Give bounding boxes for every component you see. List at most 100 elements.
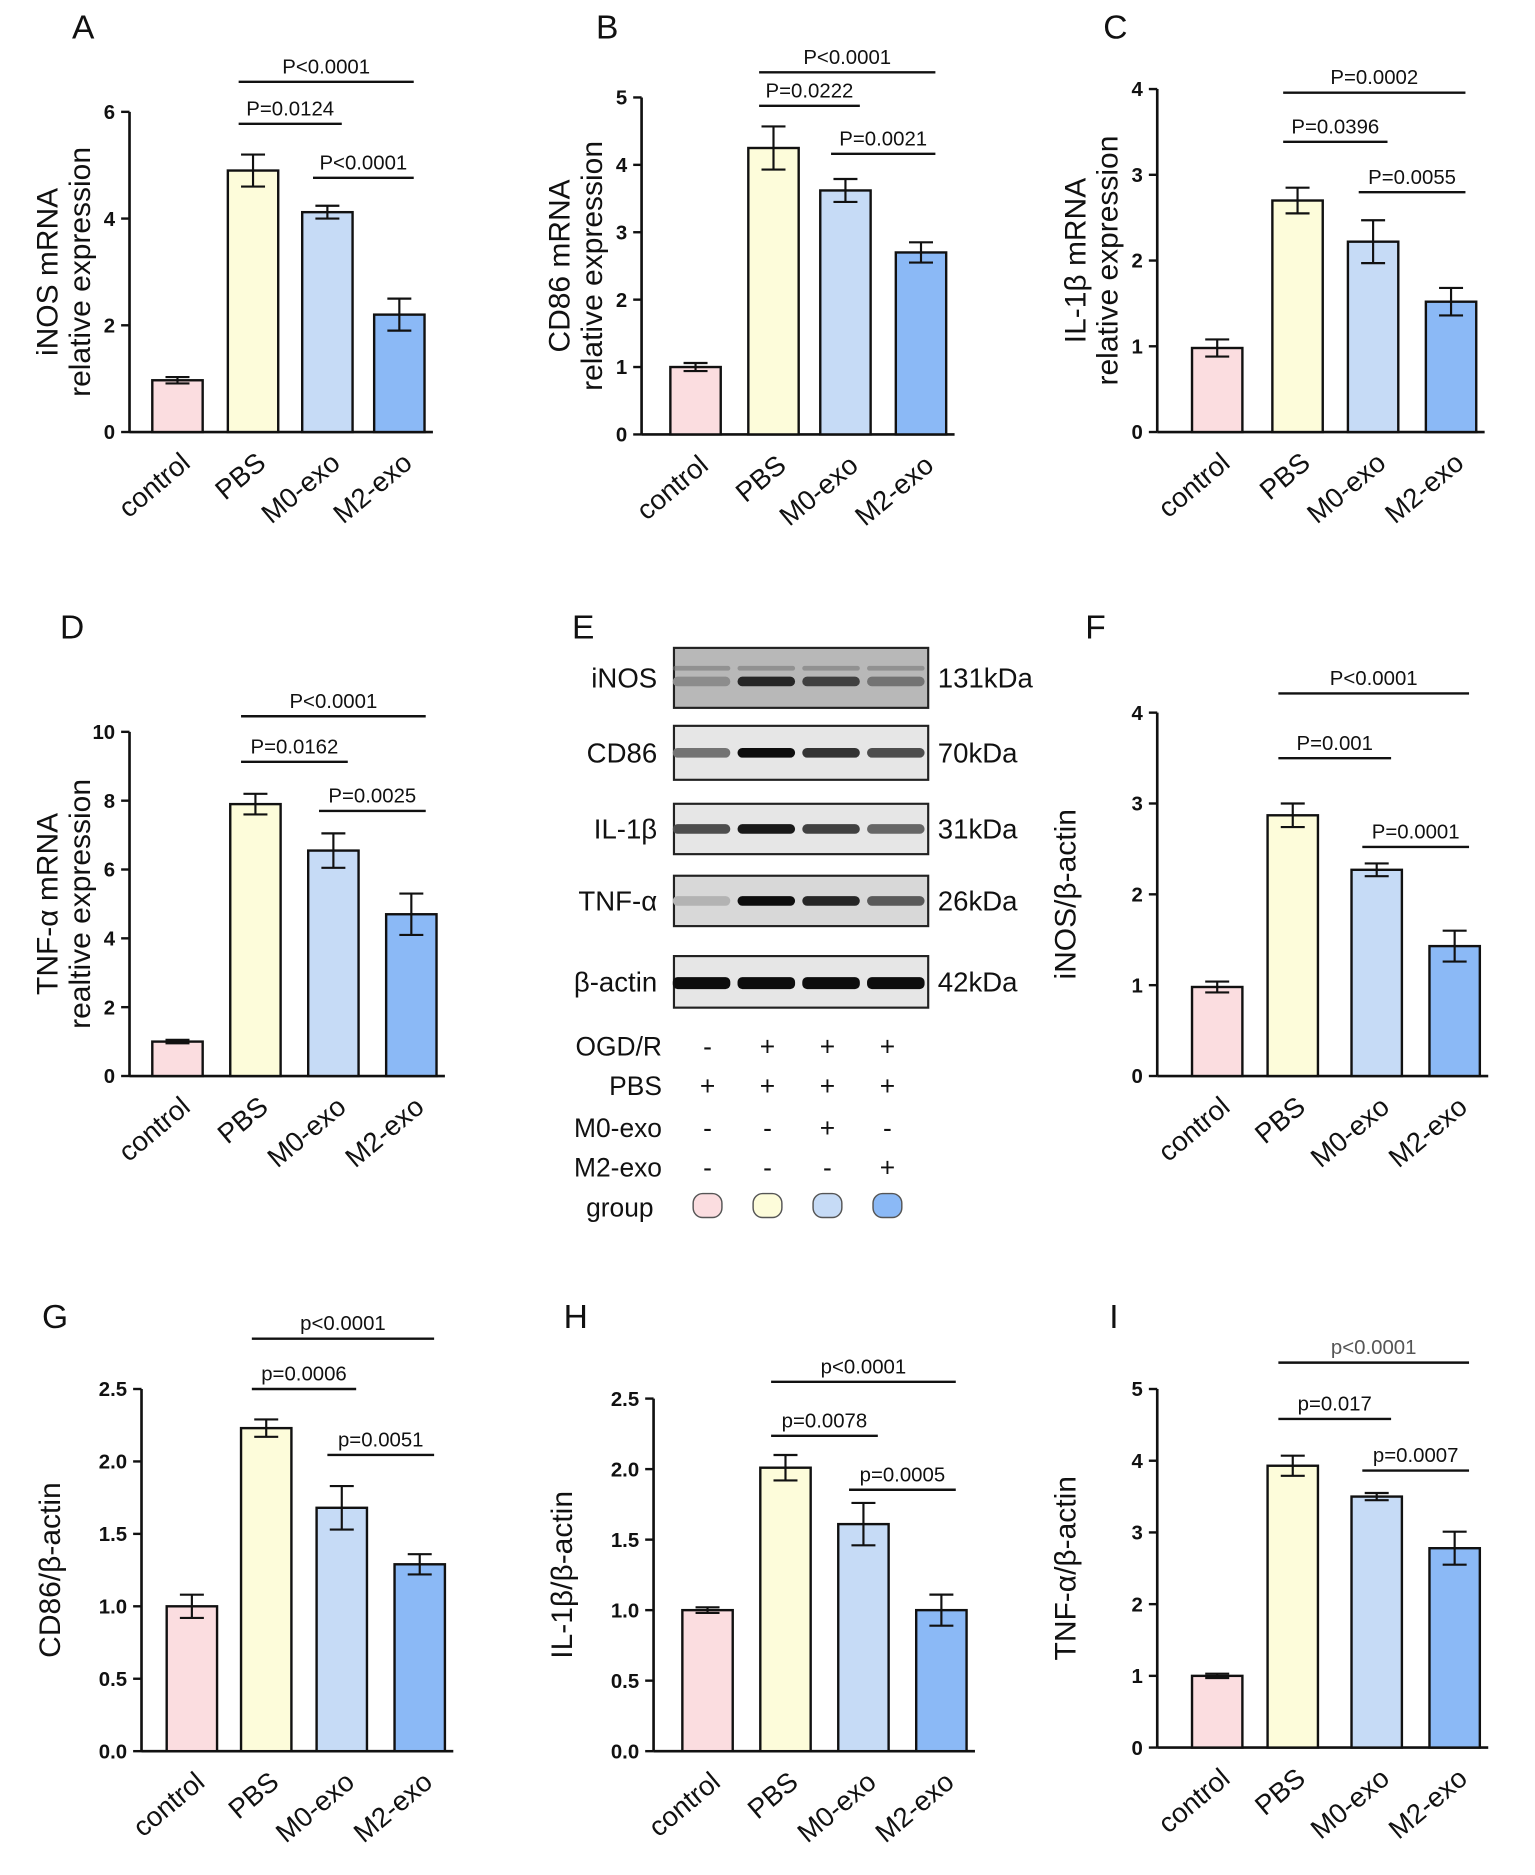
condition-sign: - xyxy=(883,1113,892,1143)
y-tick-label: 2.0 xyxy=(99,1452,127,1474)
y-axis-label: realtive expression xyxy=(64,779,97,1029)
p-value-label: p<0.0001 xyxy=(300,1313,386,1335)
y-axis-label: relative expression xyxy=(576,141,609,391)
p-value-label: P=0.0025 xyxy=(328,786,416,808)
y-tick-label: 1 xyxy=(1132,1666,1143,1688)
y-tick-label: 2 xyxy=(1132,251,1143,273)
blot-band xyxy=(867,977,925,990)
p-value-label: p=0.0051 xyxy=(338,1430,424,1452)
blot-band xyxy=(737,824,796,834)
y-tick-label: 0.5 xyxy=(611,1671,639,1693)
blot-protein-label: CD86 xyxy=(587,737,658,768)
x-tick-label: PBS xyxy=(209,446,271,505)
panel-letter: E xyxy=(572,609,594,646)
condition-sign: + xyxy=(880,1032,895,1062)
y-tick-label: 2 xyxy=(104,315,115,337)
x-tick-label: control xyxy=(642,1766,725,1843)
y-tick-label: 0 xyxy=(104,1066,115,1088)
p-value-label: P=0.0001 xyxy=(1372,822,1460,844)
p-value-label: P<0.0001 xyxy=(289,691,377,713)
p-value-label: P<0.0001 xyxy=(803,47,891,69)
group-color-swatch xyxy=(692,1192,723,1219)
condition-sign: + xyxy=(880,1071,895,1101)
x-tick-label: control xyxy=(1152,446,1235,523)
blot-protein-label: IL-1β xyxy=(594,814,657,845)
condition-sign: + xyxy=(820,1032,835,1062)
x-tick-label: M0-exo xyxy=(1305,1090,1395,1173)
blot-band xyxy=(672,896,731,906)
y-axis-label: IL-1β/β-actin xyxy=(546,1491,579,1659)
condition-label: OGD/R xyxy=(576,1032,662,1062)
bar-M0-exo xyxy=(307,849,360,1078)
x-tick-label: M2-exo xyxy=(849,449,939,532)
x-tick-label: M0-exo xyxy=(1305,1762,1395,1845)
blot-band xyxy=(737,896,796,906)
x-tick-label: M2-exo xyxy=(869,1766,959,1849)
x-tick-label: control xyxy=(1152,1762,1235,1839)
p-value-label: P=0.0002 xyxy=(1330,67,1418,89)
bar-control xyxy=(151,379,204,434)
p-value-label: P=0.0162 xyxy=(251,736,339,758)
condition-label: PBS xyxy=(609,1071,662,1101)
panel-letter: I xyxy=(1109,1299,1118,1336)
y-tick-label: 5 xyxy=(1132,1379,1143,1401)
condition-sign: - xyxy=(763,1113,772,1143)
y-tick-label: 1.5 xyxy=(611,1530,639,1552)
panel-letter: C xyxy=(1103,10,1127,47)
y-tick-label: 6 xyxy=(104,860,115,882)
p-value-label: p=0.0005 xyxy=(860,1464,946,1486)
x-tick-label: M2-exo xyxy=(1383,1090,1473,1173)
x-tick-label: M2-exo xyxy=(327,446,417,529)
chart-panel-i: I 0 1 2 3 4 5 TNF-α/β-actin control PBSM0-exoM2-e… xyxy=(1050,1299,1489,1845)
bar-M2-exo xyxy=(1428,1547,1482,1749)
chart-panel-c: C 0 1 2 3 4 IL-1β mRNA relative expression contr… xyxy=(1059,10,1485,529)
y-tick-label: 8 xyxy=(104,791,115,813)
y-tick-label: 0 xyxy=(1132,1066,1143,1088)
bar-M2-exo xyxy=(1428,944,1482,1078)
group-color-swatch xyxy=(752,1192,783,1219)
blot-protein-label: β-actin xyxy=(574,966,657,997)
group-label: group xyxy=(586,1192,653,1222)
chart-panel-g: G 0.0 0.5 1.0 1.5 2.0 2.5 CD86/β-actin control PB… xyxy=(34,1299,454,1849)
y-axis-label: CD86/β-actin xyxy=(34,1482,67,1657)
bar-PBS xyxy=(1271,199,1324,434)
bar-control xyxy=(669,365,722,436)
y-tick-label: 1 xyxy=(616,357,627,379)
condition-label: M0-exo xyxy=(574,1113,662,1143)
x-tick-label: control xyxy=(112,446,195,523)
p-value-label: p<0.0001 xyxy=(1331,1337,1417,1359)
x-tick-label: control xyxy=(127,1766,210,1843)
x-tick-label: PBS xyxy=(742,1766,804,1825)
panel-letter: F xyxy=(1085,609,1106,646)
blot-protein-label: iNOS xyxy=(591,662,657,693)
bar-PBS xyxy=(1266,1464,1320,1749)
y-tick-label: 0.0 xyxy=(99,1741,127,1763)
group-color-swatch xyxy=(872,1192,903,1219)
y-axis-label: TNF-α/β-actin xyxy=(1050,1476,1083,1660)
p-value-label: P<0.0001 xyxy=(319,152,407,174)
p-value-label: P=0.0055 xyxy=(1368,167,1456,189)
blot-band xyxy=(867,748,925,758)
y-tick-label: 2 xyxy=(1132,885,1143,907)
x-tick-label: M0-exo xyxy=(773,449,863,532)
bar-PBS xyxy=(226,169,280,434)
x-tick-label: M2-exo xyxy=(348,1766,438,1849)
y-tick-label: 2 xyxy=(104,997,115,1019)
y-axis-label: iNOS/β-actin xyxy=(1050,809,1083,979)
bar-M2-exo xyxy=(393,1563,447,1753)
y-tick-label: 1.0 xyxy=(99,1596,127,1618)
p-value-label: p<0.0001 xyxy=(821,1356,907,1378)
bar-control xyxy=(681,1608,734,1753)
panel-letter: A xyxy=(72,10,95,47)
y-axis-label: CD86 mRNA xyxy=(544,179,577,352)
blot-band xyxy=(737,977,796,990)
blot-band xyxy=(672,676,731,687)
y-tick-label: 2.0 xyxy=(611,1459,639,1481)
x-tick-label: M2-exo xyxy=(339,1090,429,1173)
blot-band-upper xyxy=(867,665,925,671)
blot-kda-label: 26kDa xyxy=(938,886,1018,917)
blot-band xyxy=(867,896,925,906)
x-tick-label: PBS xyxy=(222,1766,284,1825)
y-axis-label: relative expression xyxy=(64,147,97,397)
